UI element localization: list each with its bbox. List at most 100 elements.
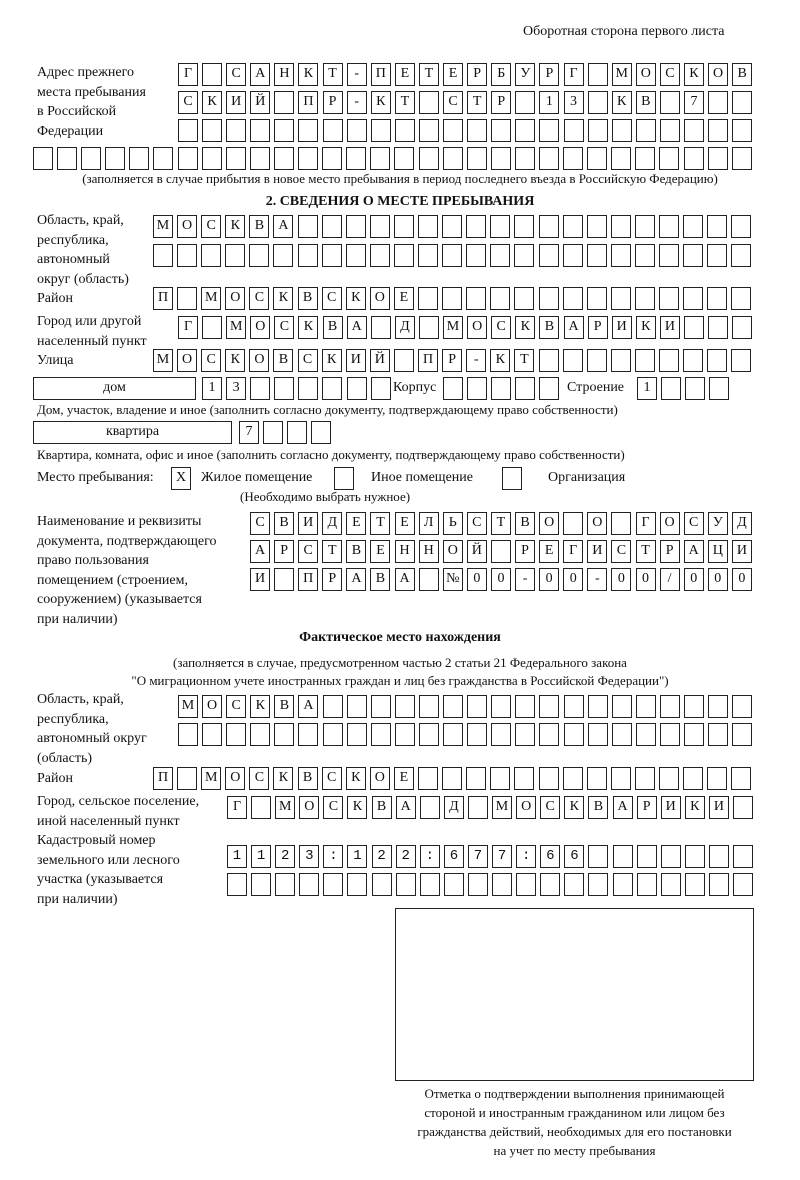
char-box[interactable]	[490, 767, 511, 790]
char-box[interactable]	[419, 873, 440, 896]
char-box[interactable]	[538, 147, 559, 170]
char-box[interactable]	[323, 873, 344, 896]
char-box[interactable]: П	[153, 767, 173, 790]
char-box[interactable]	[685, 377, 706, 400]
char-box[interactable]	[393, 215, 414, 238]
char-box[interactable]: П	[153, 287, 173, 310]
char-box[interactable]: В	[370, 568, 391, 591]
char-box[interactable]: Г	[563, 540, 584, 563]
char-box[interactable]: С	[659, 63, 680, 86]
char-box[interactable]	[273, 244, 294, 267]
char-box[interactable]	[587, 91, 608, 114]
char-box[interactable]	[418, 244, 439, 267]
prev-address-row-4[interactable]	[33, 147, 756, 170]
char-box[interactable]	[635, 119, 656, 142]
char-box[interactable]: С	[443, 91, 464, 114]
char-box[interactable]: П	[298, 568, 319, 591]
char-box[interactable]: Й	[466, 540, 487, 563]
char-box[interactable]	[81, 147, 102, 170]
char-box[interactable]	[731, 349, 752, 372]
region-row-2[interactable]	[153, 244, 755, 267]
char-box[interactable]: И	[659, 316, 680, 339]
char-box[interactable]	[418, 723, 439, 746]
char-box[interactable]: Г	[563, 63, 584, 86]
char-box[interactable]	[418, 695, 439, 718]
char-box[interactable]	[490, 147, 511, 170]
char-box[interactable]: К	[345, 287, 366, 310]
char-box[interactable]: К	[347, 796, 368, 819]
char-box[interactable]	[395, 845, 416, 868]
char-box[interactable]: Г	[635, 512, 656, 535]
char-box[interactable]: Е	[370, 540, 391, 563]
char-box[interactable]	[201, 147, 222, 170]
char-box[interactable]	[443, 377, 463, 400]
char-box[interactable]	[515, 91, 536, 114]
char-box[interactable]: О	[659, 512, 680, 535]
char-box[interactable]	[178, 119, 198, 142]
char-box[interactable]	[311, 421, 332, 444]
char-box[interactable]	[684, 873, 705, 896]
char-box[interactable]: К	[250, 695, 271, 718]
char-box[interactable]	[634, 287, 655, 310]
char-box[interactable]: 0	[466, 568, 487, 591]
char-box[interactable]: С	[540, 796, 561, 819]
char-box[interactable]	[274, 723, 295, 746]
char-box[interactable]	[610, 215, 631, 238]
char-box[interactable]	[612, 873, 633, 896]
char-box[interactable]	[610, 349, 631, 372]
char-box[interactable]	[467, 723, 488, 746]
char-box[interactable]: В	[588, 796, 609, 819]
char-box[interactable]	[491, 695, 512, 718]
char-box[interactable]	[731, 147, 752, 170]
char-box[interactable]	[442, 767, 463, 790]
char-box[interactable]	[538, 244, 559, 267]
char-box[interactable]	[299, 873, 320, 896]
char-box[interactable]	[418, 91, 439, 114]
char-box[interactable]: С	[250, 512, 270, 535]
char-box[interactable]: -	[346, 63, 367, 86]
char-box[interactable]: Р	[442, 349, 463, 372]
char-box[interactable]: И	[226, 91, 247, 114]
char-box[interactable]	[418, 147, 439, 170]
house-type-field[interactable]: дом	[33, 377, 196, 400]
char-box[interactable]	[587, 119, 608, 142]
char-box[interactable]	[418, 287, 439, 310]
char-box[interactable]	[562, 349, 583, 372]
char-box[interactable]	[707, 215, 728, 238]
char-box[interactable]	[395, 873, 416, 896]
char-box[interactable]: К	[321, 349, 342, 372]
char-box[interactable]: И	[611, 316, 632, 339]
char-box[interactable]	[709, 377, 730, 400]
char-box[interactable]: С	[683, 512, 704, 535]
char-box[interactable]: Т	[635, 540, 656, 563]
char-box[interactable]	[370, 377, 391, 400]
char-box[interactable]: Т	[322, 63, 343, 86]
char-box[interactable]	[732, 119, 753, 142]
char-box[interactable]	[612, 845, 633, 868]
char-box[interactable]	[153, 244, 173, 267]
char-box[interactable]: С	[323, 796, 344, 819]
char-box[interactable]	[731, 287, 752, 310]
char-box[interactable]	[418, 119, 439, 142]
char-box[interactable]	[586, 349, 607, 372]
char-box[interactable]	[538, 287, 559, 310]
char-box[interactable]	[562, 287, 583, 310]
char-box[interactable]: К	[225, 349, 246, 372]
char-box[interactable]	[634, 244, 655, 267]
char-box[interactable]: В	[732, 63, 753, 86]
char-box[interactable]	[660, 845, 681, 868]
char-box[interactable]	[321, 244, 342, 267]
char-box[interactable]: О	[225, 287, 246, 310]
char-box[interactable]	[562, 244, 583, 267]
char-box[interactable]	[251, 796, 272, 819]
char-box[interactable]	[538, 349, 559, 372]
char-box[interactable]	[347, 845, 368, 868]
char-box[interactable]	[635, 695, 656, 718]
char-box[interactable]: Т	[322, 540, 343, 563]
char-box[interactable]	[490, 540, 511, 563]
char-box[interactable]	[492, 873, 513, 896]
char-box[interactable]	[587, 63, 608, 86]
